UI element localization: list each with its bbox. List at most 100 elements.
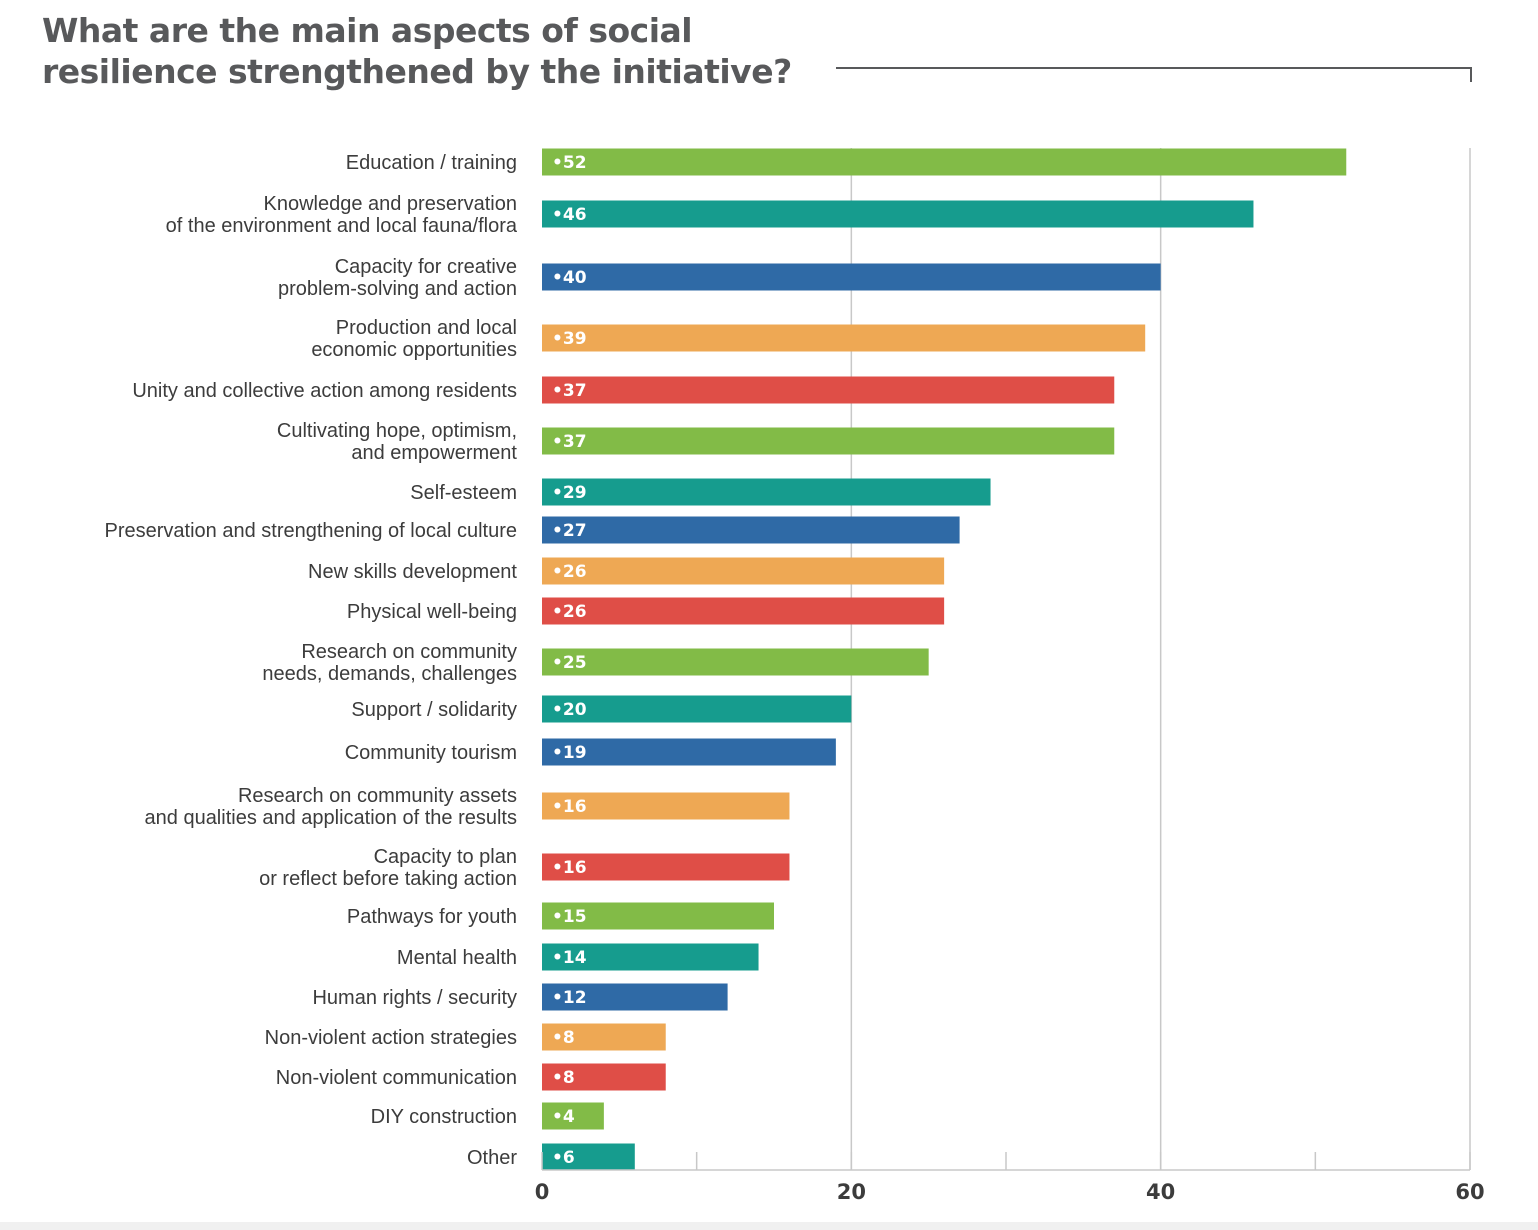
category-label-line: needs, demands, challenges [262, 663, 517, 685]
bar [542, 738, 836, 766]
data-label: •15 [552, 907, 587, 927]
category-label: Cultivating hope, optimism, and empowerme… [277, 420, 518, 464]
bar [542, 263, 1161, 291]
data-label: •6 [552, 1148, 575, 1168]
data-label: •37 [552, 432, 587, 452]
category-label-line: and qualities and application of the res… [145, 807, 517, 829]
data-label: •52 [552, 153, 587, 173]
category-label-line: Research on community [301, 641, 517, 663]
category-label-line: New skills development [308, 561, 517, 583]
category-label-line: Other [467, 1147, 517, 1169]
category-label-line: of the environment and local fauna/flora [166, 215, 518, 237]
bar [542, 1143, 635, 1171]
category-label: Community tourism [345, 742, 517, 764]
bar [542, 943, 759, 971]
category-label: DIY construction [371, 1106, 517, 1128]
bar [542, 516, 960, 544]
title-rule-end [1470, 67, 1472, 82]
data-label: •40 [552, 268, 587, 288]
category-label-line: Pathways for youth [347, 906, 517, 928]
category-label-line: problem-solving and action [278, 278, 517, 300]
page-footer-strip [0, 1222, 1538, 1230]
category-label: Physical well-being [347, 601, 517, 623]
category-label: Production and local economic opportuniti… [311, 317, 517, 361]
bar [542, 478, 991, 506]
data-label: •20 [552, 700, 587, 720]
category-label: Non-violent communication [276, 1067, 517, 1089]
bar [542, 1102, 604, 1130]
title-rule [836, 67, 1472, 69]
chart-title: What are the main aspects of social resi… [42, 11, 792, 91]
category-label: Research on community needs, demands, cha… [262, 641, 517, 685]
data-label: •16 [552, 858, 587, 878]
bar [542, 902, 774, 930]
category-label-line: Community tourism [345, 742, 517, 764]
category-label: Unity and collective action among reside… [132, 380, 517, 402]
x-axis: 0 20 40 60 [535, 1152, 1485, 1204]
data-label: •16 [552, 797, 587, 817]
x-tick-label: 40 [1146, 1180, 1175, 1204]
category-label-line: Preservation and strengthening of local … [105, 520, 517, 542]
category-label: Mental health [397, 947, 517, 969]
bar [542, 983, 728, 1011]
category-labels: Education / training Knowledge and preser… [105, 152, 518, 1169]
category-label-line: Self-esteem [410, 482, 517, 504]
data-label: •46 [552, 205, 587, 225]
category-label-line: Non-violent communication [276, 1067, 517, 1089]
category-label-line: Unity and collective action among reside… [132, 380, 517, 402]
category-label-line: Production and local [336, 317, 517, 339]
category-label: Support / solidarity [351, 699, 517, 721]
data-label: •4 [552, 1107, 575, 1127]
category-label: Preservation and strengthening of local … [105, 520, 517, 542]
category-label-line: or reflect before taking action [259, 868, 517, 890]
category-label-line: Knowledge and preservation [263, 193, 517, 215]
category-label: Human rights / security [312, 987, 517, 1009]
category-label-line: Mental health [397, 947, 517, 969]
category-label-line: Cultivating hope, optimism, [277, 420, 517, 442]
bar [542, 648, 929, 676]
data-label: •25 [552, 653, 587, 673]
data-label: •39 [552, 329, 587, 349]
category-label: Capacity for creative problem-solving and… [278, 256, 517, 300]
bar [542, 853, 790, 881]
data-label: •8 [552, 1068, 575, 1088]
data-label: •26 [552, 602, 587, 622]
bar [542, 597, 945, 625]
x-tick-label: 60 [1455, 1180, 1484, 1204]
x-tick-label: 0 [535, 1180, 550, 1204]
category-label: New skills development [308, 561, 517, 583]
category-label: Pathways for youth [347, 906, 517, 928]
bar [542, 324, 1146, 352]
data-label: •19 [552, 743, 587, 763]
bar [542, 376, 1115, 404]
bar [542, 1063, 666, 1091]
gridlines [850, 148, 1471, 1170]
category-label: Non-violent action strategies [265, 1027, 517, 1049]
data-label: •12 [552, 988, 587, 1008]
bar [542, 695, 852, 723]
category-label-line: Capacity to plan [374, 846, 517, 868]
data-label: •27 [552, 521, 587, 541]
category-label: Self-esteem [410, 482, 517, 504]
bar [542, 427, 1115, 455]
category-label: Capacity to plan or reflect before taking… [259, 846, 517, 890]
data-label: •26 [552, 562, 587, 582]
x-tick-label: 20 [837, 1180, 866, 1204]
category-label-line: Research on community assets [238, 785, 517, 807]
bar [542, 1023, 666, 1051]
bar [542, 792, 790, 820]
bar [542, 148, 1347, 176]
category-label: Research on community assets and qualitie… [145, 785, 517, 829]
category-label-line: and empowerment [351, 442, 517, 464]
category-label-line: Human rights / security [312, 987, 517, 1009]
category-label-line: DIY construction [371, 1106, 517, 1128]
category-label-line: Non-violent action strategies [265, 1027, 517, 1049]
bar [542, 200, 1254, 228]
category-label-line: Education / training [346, 152, 517, 174]
category-label-line: economic opportunities [311, 339, 517, 361]
category-label: Other [467, 1147, 517, 1169]
category-label: Education / training [346, 152, 517, 174]
data-label: •37 [552, 381, 587, 401]
category-label-line: Physical well-being [347, 601, 517, 623]
